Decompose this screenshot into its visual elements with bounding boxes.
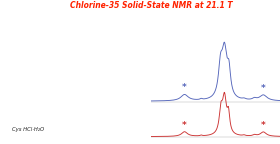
Text: *: * [182,83,187,92]
Text: *: * [182,121,187,130]
Text: Chlorine-35 Solid-State NMR at 21.1 T: Chlorine-35 Solid-State NMR at 21.1 T [70,1,232,10]
Text: *: * [261,84,266,93]
Text: *: * [261,121,266,130]
Text: Cys HCl·H₂O: Cys HCl·H₂O [12,127,44,132]
